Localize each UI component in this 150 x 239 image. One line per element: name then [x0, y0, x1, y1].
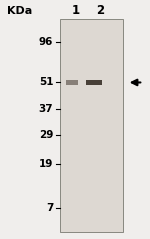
Text: 29: 29 — [39, 130, 53, 140]
Bar — [86, 80, 102, 85]
Bar — [66, 80, 78, 85]
Text: KDa: KDa — [7, 6, 32, 16]
Text: 96: 96 — [39, 37, 53, 47]
Bar — [60, 19, 123, 232]
Text: 37: 37 — [39, 104, 53, 114]
Text: 51: 51 — [39, 77, 53, 87]
Text: 19: 19 — [39, 159, 53, 169]
Text: 7: 7 — [46, 203, 53, 213]
Text: 1: 1 — [72, 4, 80, 17]
Text: 2: 2 — [96, 4, 104, 17]
